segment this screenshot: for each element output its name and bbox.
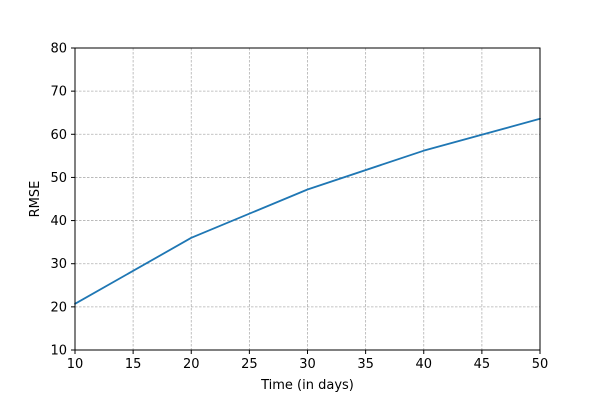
series-layer <box>74 117 541 305</box>
y-tick-label: 20 <box>50 300 67 315</box>
y-tick-label: 30 <box>50 257 67 272</box>
x-tick-label: 45 <box>474 357 491 372</box>
grid <box>74 47 541 351</box>
ticks: 10 15 20 25 30 35 40 45 50 10 20 30 40 50 60 70 80 <box>50 42 548 373</box>
x-tick-label: 20 <box>183 357 200 372</box>
x-tick-label: 50 <box>532 357 549 372</box>
x-tick-label: 40 <box>415 357 432 372</box>
y-axis-title: RMSE <box>28 181 43 218</box>
x-tick-label: 30 <box>299 357 316 372</box>
x-tick-label: 10 <box>67 357 84 372</box>
series-line <box>74 117 541 305</box>
y-tick-label: 10 <box>50 344 67 359</box>
y-tick-label: 70 <box>50 85 67 100</box>
y-tick-label: 80 <box>50 42 67 57</box>
x-axis-title: Time (in days) <box>260 378 354 393</box>
x-tick-label: 35 <box>357 357 374 372</box>
y-tick-label: 50 <box>50 171 67 186</box>
x-tick-label: 25 <box>241 357 258 372</box>
y-tick-label: 40 <box>50 214 67 229</box>
x-tick-label: 15 <box>125 357 142 372</box>
y-tick-label: 60 <box>50 128 67 143</box>
